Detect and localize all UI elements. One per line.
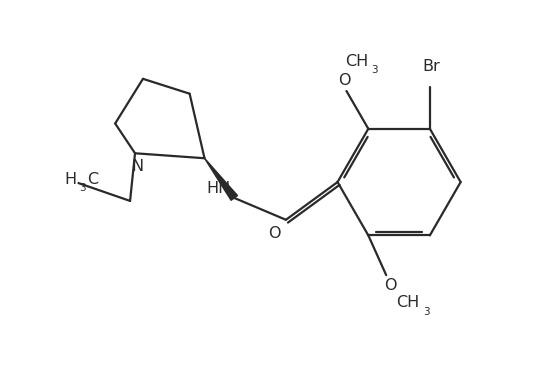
- Text: O: O: [384, 278, 397, 293]
- Text: CH: CH: [345, 54, 368, 69]
- Text: N: N: [131, 159, 143, 174]
- Text: 3: 3: [423, 307, 430, 317]
- Text: CH: CH: [397, 295, 420, 310]
- Text: C: C: [87, 172, 98, 186]
- Text: HN: HN: [206, 181, 230, 196]
- Text: 3: 3: [79, 183, 86, 193]
- Text: 3: 3: [371, 65, 378, 75]
- Text: O: O: [268, 226, 280, 241]
- Text: Br: Br: [422, 59, 440, 74]
- Text: H: H: [64, 172, 76, 186]
- Text: O: O: [338, 73, 351, 87]
- Polygon shape: [205, 158, 238, 200]
